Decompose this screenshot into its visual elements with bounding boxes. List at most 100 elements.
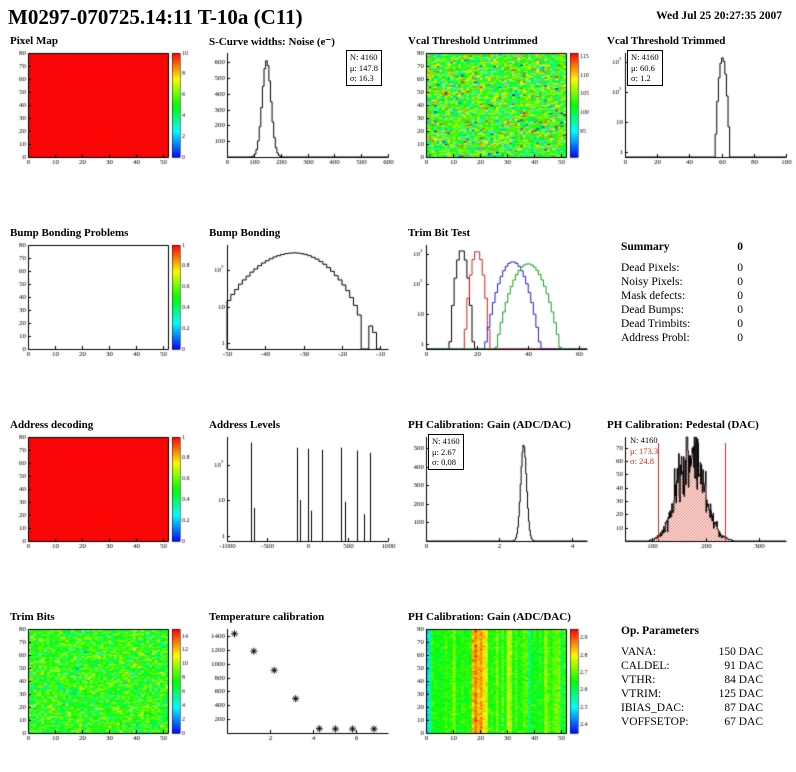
op-parameters-title: Op. Parameters bbox=[621, 625, 699, 637]
stats-box: N: 4160 μ: 2.67 σ: 0.08 bbox=[428, 434, 464, 470]
panel-trim-bit-test: Trim Bit Test bbox=[398, 225, 597, 417]
summary-label: Mask defects: bbox=[621, 290, 686, 303]
param-row: IBIAS_DAC: 87 DAC bbox=[621, 701, 763, 715]
pixel-map-plot bbox=[2, 48, 198, 172]
summary-row: Dead Bumps: 0 bbox=[621, 303, 743, 317]
panel-title: Bump Bonding Problems bbox=[10, 227, 129, 239]
stat-entries: N: 4160 bbox=[432, 436, 460, 446]
vcal-untrimmed-plot bbox=[400, 48, 596, 172]
plot-grid: Pixel Map S-Curve widths: Noise (e⁻) N: … bbox=[0, 33, 796, 772]
trim-bit-test-plot bbox=[400, 240, 596, 364]
stat-sigma: σ: 24.8 bbox=[630, 456, 654, 467]
panel-title: Address Levels bbox=[209, 419, 280, 431]
param-row: CALDEL: 91 DAC bbox=[621, 659, 763, 673]
panel-title: Vcal Threshold Trimmed bbox=[607, 35, 726, 47]
param-value: 84 DAC bbox=[724, 674, 763, 687]
param-label: VOFFSETOP: bbox=[621, 716, 689, 729]
param-value: 150 DAC bbox=[718, 646, 763, 658]
summary-value: 0 bbox=[737, 318, 743, 331]
param-value: 125 DAC bbox=[718, 688, 763, 701]
stat-mean: μ: 60.6 bbox=[631, 62, 655, 73]
panel-title: Bump Bonding bbox=[209, 227, 281, 239]
panel-address-decoding: Address decoding bbox=[0, 417, 199, 609]
param-row: VTHR: 84 DAC bbox=[621, 673, 763, 687]
summary-header: Summary 0 bbox=[621, 241, 743, 253]
panel-ph-pedestal: PH Calibration: Pedestal (DAC) N: 4160 μ… bbox=[597, 417, 796, 609]
op-parameters-header: Op. Parameters bbox=[621, 625, 763, 637]
panel-scurve-noise: S-Curve widths: Noise (e⁻) N: 4160 μ: 14… bbox=[199, 33, 398, 225]
bump-bonding-problems-plot bbox=[2, 240, 198, 364]
summary-row: Dead Trimbits: 0 bbox=[621, 317, 743, 331]
summary-value: 0 bbox=[737, 332, 743, 345]
stats-box: N: 4160 μ: 147.8 σ: 16.3 bbox=[345, 50, 382, 86]
panel-title: PH Calibration: Gain (ADC/DAC) bbox=[408, 419, 571, 431]
stat-entries: N: 4160 bbox=[631, 52, 659, 62]
panel-title: Temperature calibration bbox=[209, 611, 325, 623]
stat-sigma: σ: 1.2 bbox=[631, 73, 651, 84]
param-row: VTRIM: 125 DAC bbox=[621, 687, 763, 701]
panel-title: PH Calibration: Pedestal (DAC) bbox=[607, 419, 759, 431]
stats-box: N: 4160 μ: 60.6 σ: 1.2 bbox=[627, 50, 663, 86]
summary-label: Noisy Pixels: bbox=[621, 276, 683, 289]
panel-op-parameters: Op. Parameters VANA: 150 DAC CALDEL: 91 … bbox=[597, 609, 796, 772]
panel-bump-bonding: Bump Bonding bbox=[199, 225, 398, 417]
param-label: VTHR: bbox=[621, 674, 656, 687]
stat-sigma: σ: 0.08 bbox=[432, 457, 456, 468]
summary-row: Mask defects: 0 bbox=[621, 289, 743, 303]
summary-label: Address Probl: bbox=[621, 332, 690, 345]
param-row: VANA: 150 DAC bbox=[621, 645, 763, 659]
summary-label: Dead Pixels: bbox=[621, 262, 680, 274]
ph-pedestal-plot bbox=[599, 432, 795, 556]
panel-title: Vcal Threshold Untrimmed bbox=[408, 35, 538, 47]
param-label: VANA: bbox=[621, 646, 656, 658]
temperature-calibration-plot bbox=[201, 624, 397, 748]
summary-block: Summary 0 Dead Pixels: 0 Noisy Pixels: 0… bbox=[597, 227, 796, 345]
address-levels-plot bbox=[201, 432, 397, 556]
address-decoding-plot bbox=[2, 432, 198, 556]
stat-mean: μ: 173.3 bbox=[630, 445, 659, 456]
ph-gain-map-plot bbox=[400, 624, 596, 748]
panel-title: Pixel Map bbox=[10, 35, 58, 47]
panel-address-levels: Address Levels bbox=[199, 417, 398, 609]
summary-value: 0 bbox=[737, 290, 743, 303]
param-row: VOFFSETOP: 67 DAC bbox=[621, 715, 763, 729]
stat-entries: N: 4160 bbox=[630, 435, 658, 445]
panel-trim-bits: Trim Bits bbox=[0, 609, 199, 772]
stats-box: N: 4160 μ: 173.3 σ: 24.8 bbox=[627, 434, 661, 468]
page-title: M0297-070725.14:11 T-10a (C11) bbox=[8, 5, 303, 29]
stat-mean: μ: 147.8 bbox=[349, 62, 378, 73]
panel-bump-bonding-problems: Bump Bonding Problems bbox=[0, 225, 199, 417]
panel-title: Trim Bits bbox=[10, 611, 55, 623]
panel-vcal-trimmed: Vcal Threshold Trimmed N: 4160 μ: 60.6 σ… bbox=[597, 33, 796, 225]
panel-pixel-map: Pixel Map bbox=[0, 33, 199, 225]
stat-sigma: σ: 16.3 bbox=[349, 73, 374, 84]
panel-title: S-Curve widths: Noise (e⁻) bbox=[209, 36, 335, 48]
param-value: 87 DAC bbox=[724, 702, 763, 715]
panel-temperature-calibration: Temperature calibration bbox=[199, 609, 398, 772]
summary-row: Noisy Pixels: 0 bbox=[621, 275, 743, 289]
summary-label: Dead Trimbits: bbox=[621, 318, 691, 331]
param-label: IBIAS_DAC: bbox=[621, 702, 685, 715]
panel-summary: Summary 0 Dead Pixels: 0 Noisy Pixels: 0… bbox=[597, 225, 796, 417]
panel-title: PH Calibration: Gain (ADC/DAC) bbox=[408, 611, 571, 623]
trim-bits-plot bbox=[2, 624, 198, 748]
summary-title: Summary bbox=[621, 241, 670, 253]
panel-ph-gain-hist: PH Calibration: Gain (ADC/DAC) N: 4160 μ… bbox=[398, 417, 597, 609]
summary-row: Address Probl: 0 bbox=[621, 331, 743, 345]
panel-ph-gain-map: PH Calibration: Gain (ADC/DAC) bbox=[398, 609, 597, 772]
summary-value: 0 bbox=[737, 276, 743, 289]
summary-row: Dead Pixels: 0 bbox=[621, 261, 743, 275]
param-label: CALDEL: bbox=[621, 660, 670, 673]
summary-value: 0 bbox=[737, 262, 743, 274]
summary-label: Dead Bumps: bbox=[621, 304, 684, 317]
param-value: 67 DAC bbox=[724, 716, 763, 729]
timestamp: Wed Jul 25 20:27:35 2007 bbox=[656, 10, 782, 22]
panel-title: Address decoding bbox=[10, 419, 94, 431]
stat-entries: N: 4160 bbox=[349, 52, 378, 62]
param-label: VTRIM: bbox=[621, 688, 662, 701]
panel-title: Trim Bit Test bbox=[408, 227, 471, 239]
summary-total: 0 bbox=[737, 241, 743, 253]
panel-vcal-untrimmed: Vcal Threshold Untrimmed bbox=[398, 33, 597, 225]
bump-bonding-plot bbox=[201, 240, 397, 364]
summary-value: 0 bbox=[737, 304, 743, 317]
